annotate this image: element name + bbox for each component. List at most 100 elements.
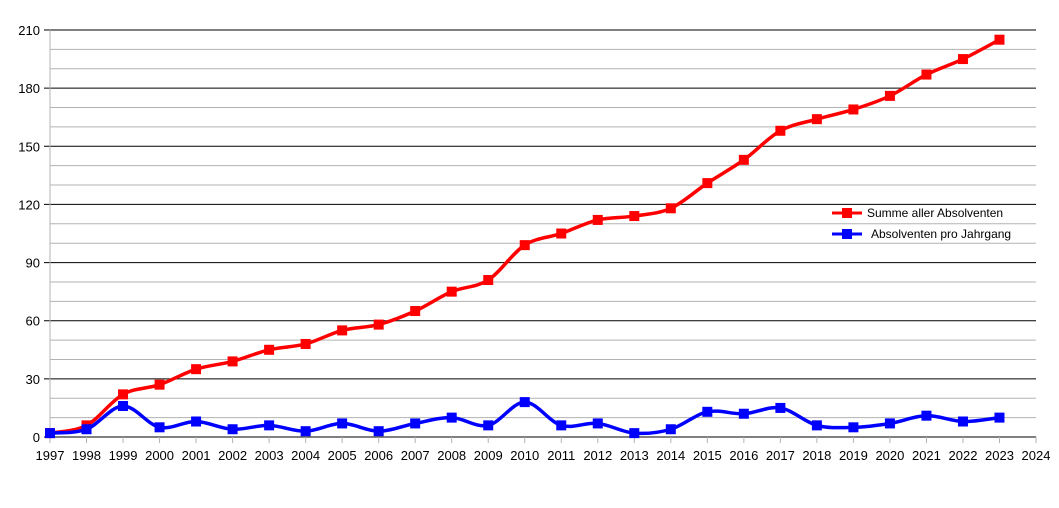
data-point-marker (300, 338, 311, 349)
legend-label: Absolventen pro Jahrgang (871, 227, 1011, 241)
x-tick-label: 2017 (766, 448, 795, 463)
x-tick-label: 2012 (583, 448, 612, 463)
series-lines (45, 34, 1005, 439)
x-tick-label: 2021 (912, 448, 941, 463)
data-point-marker (446, 412, 457, 423)
data-point-marker (373, 319, 384, 330)
x-tick-label: 2018 (802, 448, 831, 463)
x-tick-label: 2020 (875, 448, 904, 463)
axes (49, 30, 1037, 443)
x-tick-label: 2022 (949, 448, 978, 463)
data-point-marker (410, 306, 421, 317)
x-tick-label: 2015 (693, 448, 722, 463)
y-tick-label: 120 (18, 197, 40, 212)
x-tick-label: 2000 (145, 448, 174, 463)
legend-item-summe: Summe aller Absolventen (832, 206, 1003, 220)
data-point-marker (45, 428, 55, 439)
data-point-marker (191, 364, 202, 375)
x-tick-label: 2024 (1022, 448, 1051, 463)
y-tick-label: 90 (26, 256, 40, 271)
data-point-marker (921, 410, 932, 421)
data-point-marker (629, 211, 640, 222)
data-point-marker (118, 389, 129, 400)
y-tick-label: 30 (26, 372, 40, 387)
data-point-marker (775, 402, 786, 413)
x-tick-label: 2002 (218, 448, 247, 463)
x-tick-label: 2008 (437, 448, 466, 463)
legend-swatch-marker (842, 229, 852, 239)
x-tick-label: 2023 (985, 448, 1014, 463)
legend-item-pro-jahrgang: Absolventen pro Jahrgang (832, 227, 1011, 241)
data-point-marker (848, 104, 859, 115)
data-point-marker (665, 203, 676, 214)
y-tick-label: 210 (18, 23, 40, 38)
data-point-marker (811, 114, 822, 125)
data-point-marker (227, 424, 238, 435)
x-tick-label: 2005 (328, 448, 357, 463)
legend-label: Summe aller Absolventen (867, 206, 1003, 220)
data-point-marker (191, 416, 202, 427)
data-point-marker (154, 379, 165, 390)
data-point-marker (994, 34, 1005, 45)
x-tick-label: 2016 (729, 448, 758, 463)
data-point-marker (994, 412, 1005, 423)
x-axis-tick-labels: 1997 1998 1999 2000 2001 2002 2003 2004 2005 2006… (36, 448, 1051, 463)
y-tick-label: 150 (18, 139, 40, 154)
data-point-marker (446, 286, 457, 297)
legend: Summe aller Absolventen Absolventen pro … (832, 206, 1011, 241)
data-point-marker (957, 416, 968, 427)
data-point-marker (592, 418, 603, 429)
x-tick-label: 2007 (401, 448, 430, 463)
data-point-marker (665, 424, 676, 435)
series-1 (45, 397, 1005, 439)
x-tick-label: 2003 (255, 448, 284, 463)
data-point-marker (702, 406, 713, 417)
data-point-marker (264, 420, 275, 431)
y-axis-tick-labels: 0 30 60 90 120 150 180 210 (18, 23, 40, 445)
y-tick-label: 60 (26, 314, 40, 329)
series-0 (45, 34, 1005, 439)
data-point-marker (337, 418, 348, 429)
x-tick-label: 2010 (510, 448, 539, 463)
data-point-marker (118, 400, 129, 411)
x-tick-label: 1998 (72, 448, 101, 463)
data-point-marker (811, 420, 822, 431)
x-tick-label: 2019 (839, 448, 868, 463)
data-point-marker (702, 178, 713, 189)
data-point-marker (81, 424, 92, 435)
x-tick-label: 2013 (620, 448, 649, 463)
data-point-marker (848, 422, 859, 433)
data-point-marker (483, 275, 494, 286)
y-tick-label: 0 (33, 430, 40, 445)
legend-swatch-marker (842, 208, 852, 218)
data-point-marker (264, 344, 275, 355)
data-point-marker (921, 69, 932, 80)
data-point-marker (300, 426, 311, 437)
data-point-marker (373, 426, 384, 437)
x-tick-label: 2014 (656, 448, 685, 463)
data-point-marker (556, 228, 567, 239)
data-point-marker (884, 418, 895, 429)
x-tick-label: 2006 (364, 448, 393, 463)
gridlines (44, 29, 1036, 438)
x-tick-label: 1999 (109, 448, 138, 463)
data-point-marker (884, 90, 895, 101)
data-point-marker (738, 408, 749, 419)
data-point-marker (519, 397, 530, 408)
data-point-marker (154, 422, 165, 433)
data-point-marker (410, 418, 421, 429)
data-point-marker (957, 54, 968, 65)
data-point-marker (629, 428, 640, 439)
y-tick-label: 180 (18, 81, 40, 96)
x-tick-label: 2004 (291, 448, 320, 463)
data-point-marker (592, 214, 603, 225)
data-point-marker (775, 125, 786, 136)
data-point-marker (556, 420, 567, 431)
x-tick-label: 2009 (474, 448, 503, 463)
data-point-marker (483, 420, 494, 431)
data-point-marker (519, 240, 530, 251)
data-point-marker (738, 154, 749, 165)
data-point-marker (337, 325, 348, 336)
x-tick-label: 2001 (182, 448, 211, 463)
